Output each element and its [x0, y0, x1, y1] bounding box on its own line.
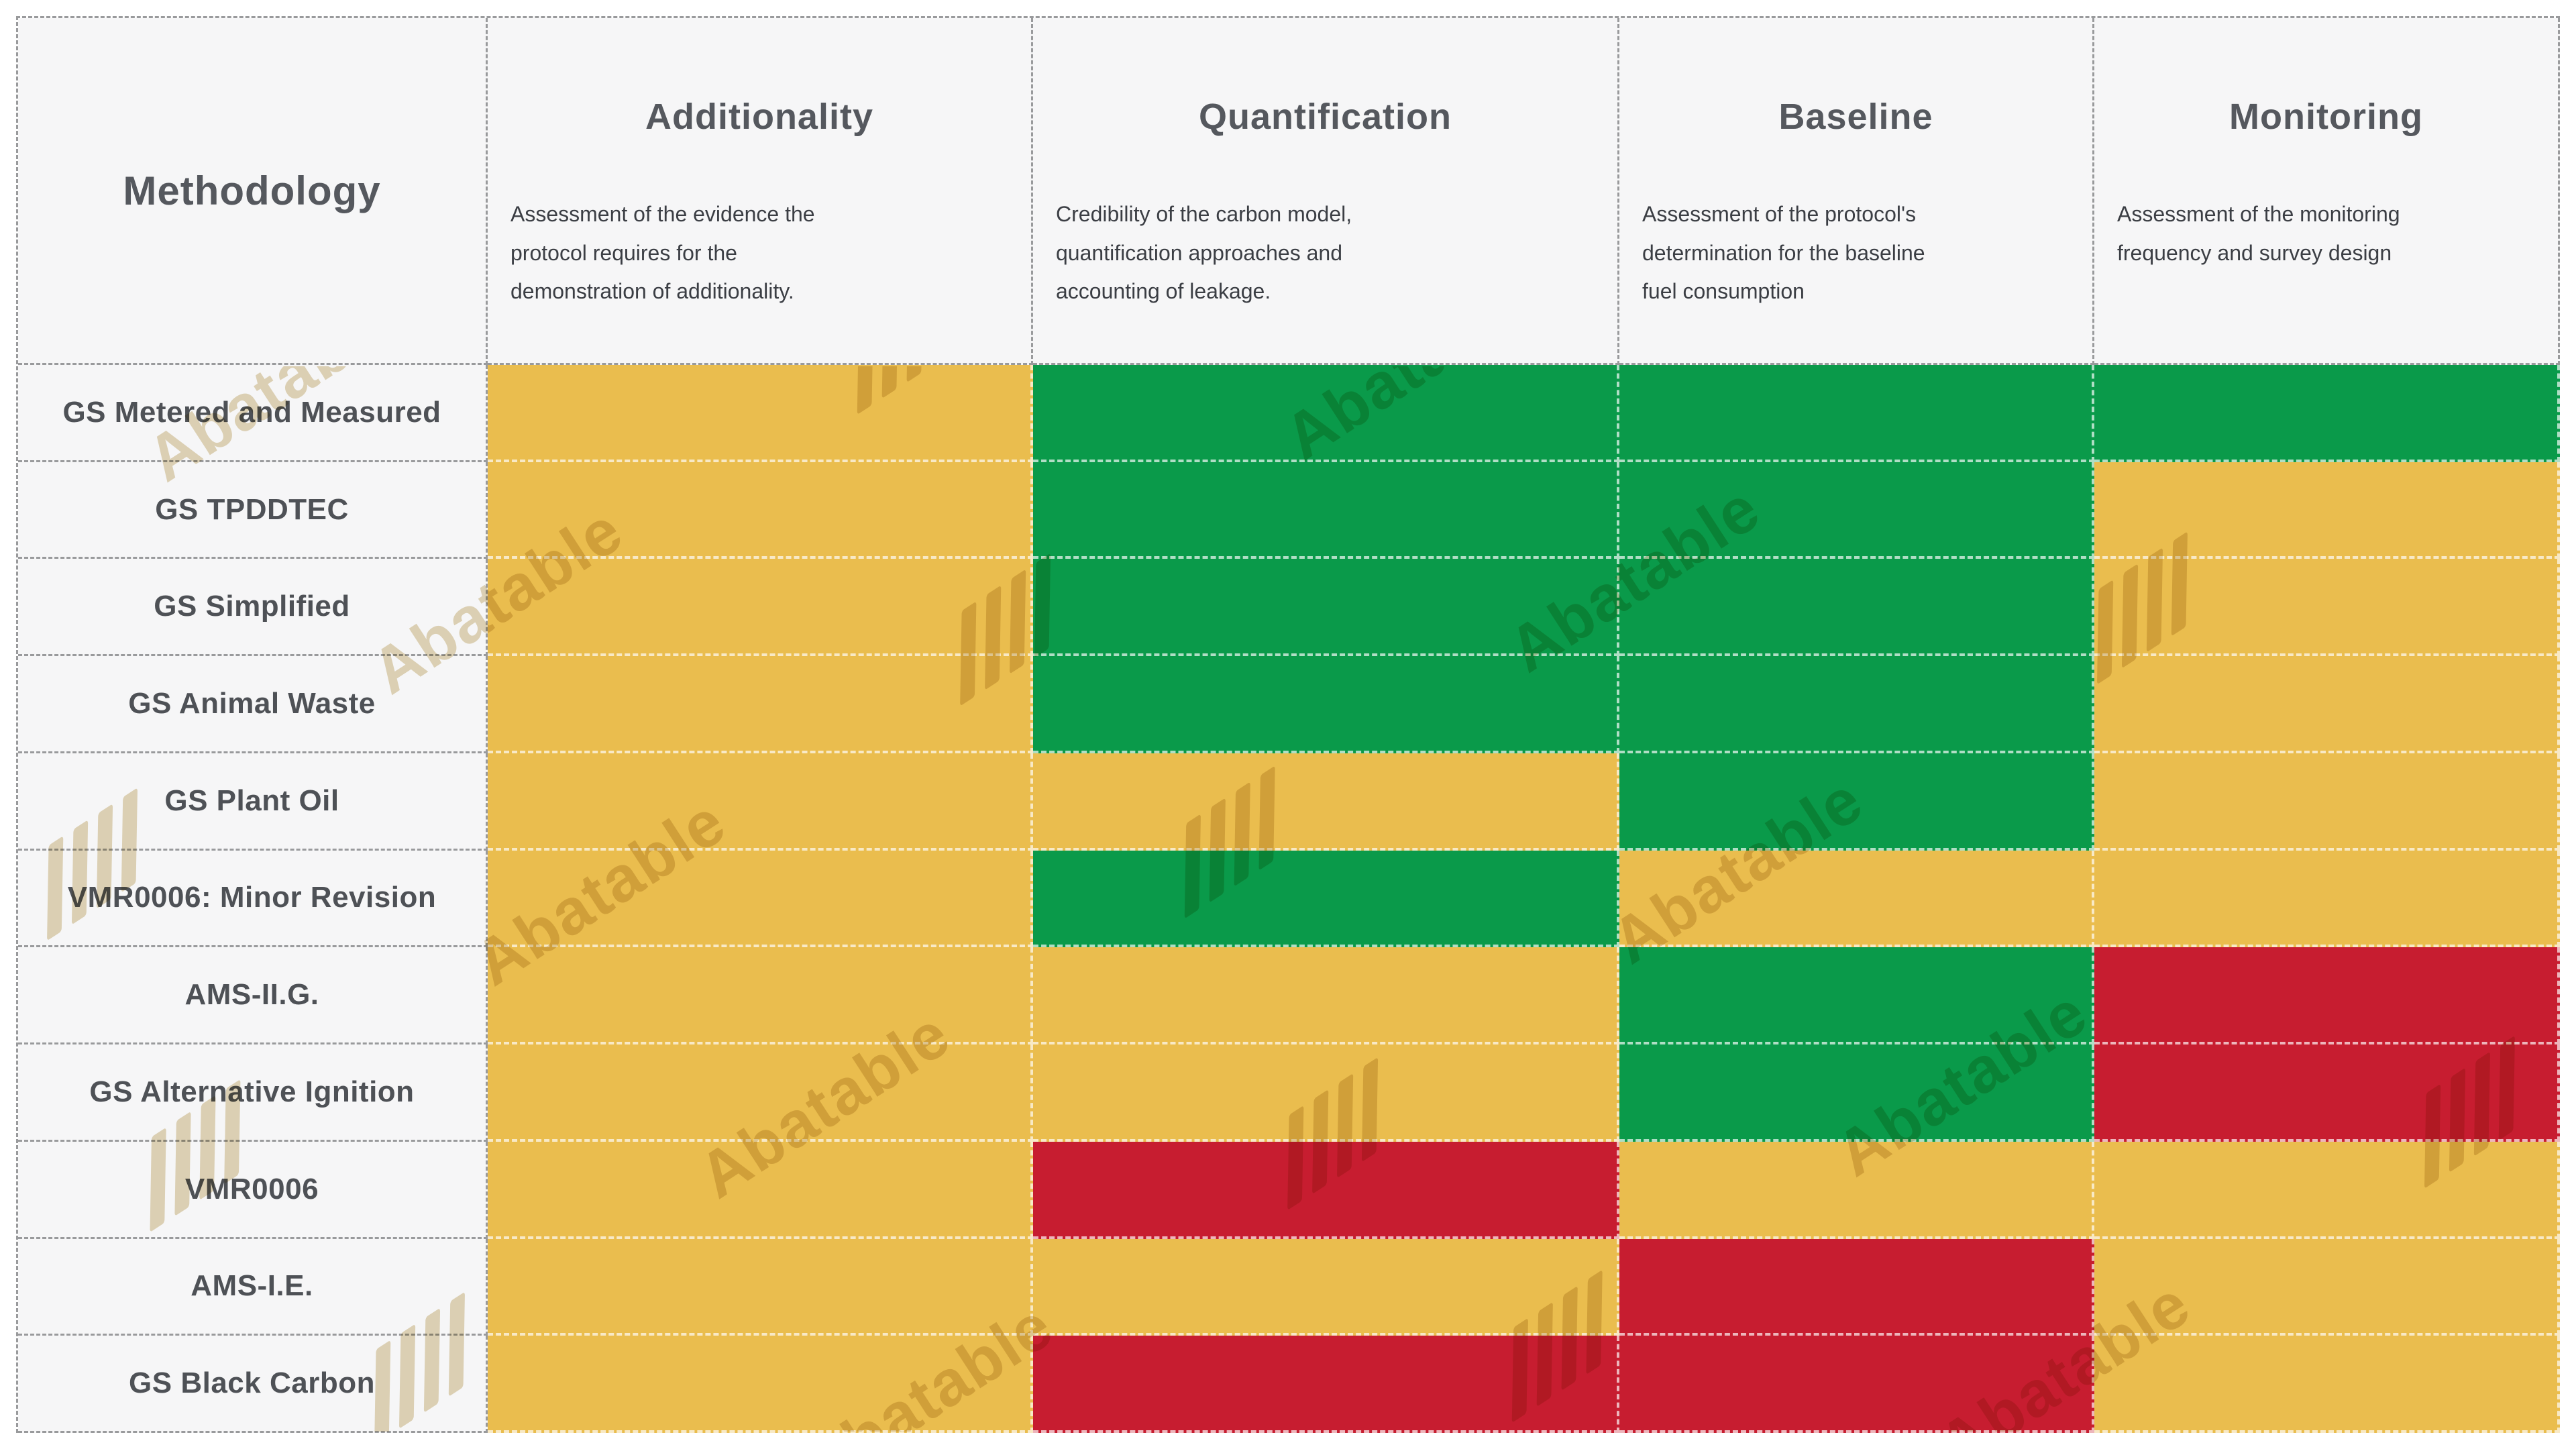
rating-cell — [488, 947, 1033, 1045]
rating-cell — [488, 1044, 1033, 1142]
rating-cell — [1619, 559, 2094, 657]
rating-cell — [1619, 1044, 2094, 1142]
column-header-quantification: Quantification Credibility of the carbon… — [1033, 18, 1619, 365]
rating-cell — [1033, 365, 1619, 462]
rating-cell — [2094, 1044, 2560, 1142]
column-description: Assessment of the evidence the protocol … — [511, 202, 815, 304]
rating-cell — [2094, 1336, 2560, 1433]
row-label: AMS-II.G. — [18, 947, 488, 1045]
rating-cell — [2094, 462, 2560, 559]
corner-header-cell: Methodology — [18, 18, 488, 365]
row-label: GS Plant Oil — [18, 753, 488, 851]
rating-cell — [488, 656, 1033, 753]
row-label: GS TPDDTEC — [18, 462, 488, 559]
rating-cell — [2094, 1238, 2560, 1336]
row-label: GS Black Carbon — [18, 1336, 488, 1433]
rating-cell — [2094, 753, 2560, 851]
rating-cell — [488, 1141, 1033, 1239]
column-header-additionality: Additionality Assessment of the evidence… — [488, 18, 1033, 365]
row-label: VMR0006 — [18, 1141, 488, 1239]
row-label: GS Metered and Measured — [18, 365, 488, 462]
rating-cell — [1033, 462, 1619, 559]
rating-cell — [1619, 947, 2094, 1045]
rating-cell — [1619, 656, 2094, 753]
column-title: Quantification — [1199, 97, 1452, 137]
rating-cell — [488, 1238, 1033, 1336]
rating-cell — [1033, 1336, 1619, 1433]
rating-cell — [1033, 559, 1619, 657]
rating-cell — [488, 1336, 1033, 1433]
column-title: Additionality — [645, 97, 873, 137]
rating-cell — [1619, 365, 2094, 462]
column-title: Baseline — [1778, 97, 1933, 137]
rating-cell — [2094, 365, 2560, 462]
rating-cell — [488, 365, 1033, 462]
rating-cell — [1619, 753, 2094, 851]
rating-cell — [2094, 850, 2560, 948]
row-label: GS Alternative Ignition — [18, 1044, 488, 1142]
column-description: Assessment of the protocol's determinati… — [1642, 202, 1925, 304]
rating-cell — [2094, 559, 2560, 657]
rating-cell — [488, 559, 1033, 657]
column-description: Assessment of the monitoring frequency a… — [2117, 202, 2400, 265]
methodology-rating-table: Methodology Additionality Assessment of … — [16, 16, 2560, 1433]
column-title: Monitoring — [2229, 97, 2423, 137]
row-label: AMS-I.E. — [18, 1238, 488, 1336]
row-label: GS Animal Waste — [18, 656, 488, 753]
rating-cell — [1033, 850, 1619, 948]
rating-cell — [1033, 1044, 1619, 1142]
row-label: GS Simplified — [18, 559, 488, 657]
corner-header-label: Methodology — [123, 168, 381, 213]
rating-cell — [2094, 1141, 2560, 1239]
rating-cell — [1033, 947, 1619, 1045]
rating-cell — [1033, 753, 1619, 851]
rating-cell — [1033, 656, 1619, 753]
rating-cell — [488, 462, 1033, 559]
rating-cell — [1619, 1336, 2094, 1433]
row-label: VMR0006: Minor Revision — [18, 850, 488, 948]
rating-cell — [2094, 656, 2560, 753]
rating-cell — [1619, 1238, 2094, 1336]
rating-cell — [1619, 462, 2094, 559]
rating-cell — [1619, 850, 2094, 948]
rating-cell — [1619, 1141, 2094, 1239]
rating-cell — [1033, 1141, 1619, 1239]
column-header-baseline: Baseline Assessment of the protocol's de… — [1619, 18, 2094, 365]
rating-cell — [2094, 947, 2560, 1045]
column-header-monitoring: Monitoring Assessment of the monitoring … — [2094, 18, 2560, 365]
column-description: Credibility of the carbon model, quantif… — [1056, 202, 1352, 304]
rating-cell — [488, 850, 1033, 948]
rating-cell — [488, 753, 1033, 851]
rating-cell — [1033, 1238, 1619, 1336]
